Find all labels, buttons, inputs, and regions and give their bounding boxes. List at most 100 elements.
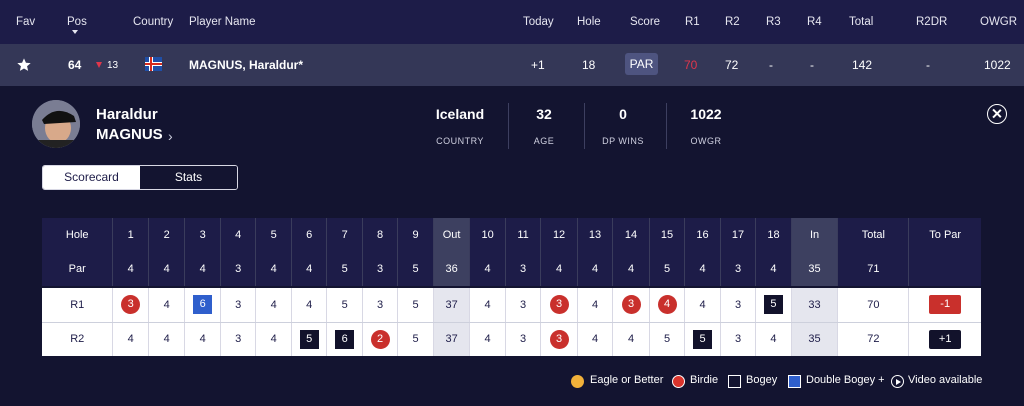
stat-dp-wins: 0 DP WINS [602,106,644,146]
par-value: 5 [397,252,434,286]
col-r4[interactable]: R4 [807,16,822,28]
hole-score: 4 [577,288,614,323]
hole-score: 5 [397,288,434,323]
hole-number: 15 [649,218,686,252]
par-value: 4 [148,252,186,286]
score-value: 37 [445,333,458,346]
par-value: 5 [326,252,363,286]
score-badge: PAR [625,53,658,75]
tab-stats[interactable]: Stats [140,166,237,189]
hole-number: 14 [612,218,650,252]
par-value: 4 [755,252,792,286]
hole-number: 5 [255,218,292,252]
hole-number: 16 [684,218,721,252]
hole-score: 5 [326,288,363,323]
player-row[interactable]: 64 13 MAGNUS, Haraldur* +1 18 70 72 - - … [0,44,1024,86]
hole-score: 6 [326,322,363,356]
hole-number: 8 [362,218,399,252]
score-value: 4 [591,333,599,346]
close-icon[interactable] [987,104,1007,124]
col-r2[interactable]: R2 [725,16,740,28]
legend-bogey: Bogey [746,374,778,386]
col-owgr[interactable]: OWGR [980,16,1018,28]
hole-number: 2 [148,218,186,252]
round-row-r1: R1 3 4 6 3 4 4 5 3 5 37 4 3 3 4 3 4 4 3 5 33 70 -1 [42,288,981,323]
hole-score: 4 [148,322,186,356]
hole-score: 4 [612,322,650,356]
col-r3[interactable]: R3 [766,16,781,28]
player-name-link[interactable]: MAGNUS, Haraldur* [189,58,304,72]
birdie-marker: 3 [549,295,569,315]
birdie-marker: 3 [121,295,141,315]
par-value: 4 [112,252,149,286]
hole-number: 7 [326,218,363,252]
score-value: 3 [235,333,242,346]
video-play-icon [891,375,904,388]
score-value: 4 [270,333,277,346]
col-r2dr[interactable]: R2DR [916,16,948,28]
score-value: 4 [770,333,777,346]
bogey-marker: 5 [299,329,319,349]
hole-score: 3 [720,322,757,356]
hole-score: 3 [505,288,542,323]
row-label: R2 [42,322,114,356]
tab-scorecard[interactable]: Scorecard [43,166,140,189]
score-value: 70 [867,298,880,311]
hole-score: 5 [291,322,328,356]
score-value: 4 [270,298,277,311]
r1-value: 70 [684,58,698,72]
player-last-name[interactable]: MAGNUS [96,126,163,143]
hole-score: 3 [220,288,257,323]
col-r1[interactable]: R1 [685,16,700,28]
hole-number: 11 [505,218,542,252]
birdie-legend-icon [672,375,685,388]
hole-number: 17 [720,218,757,252]
sort-caret-icon[interactable] [72,30,78,34]
hole-number: 18 [755,218,792,252]
double-bogey-legend-icon [788,375,801,388]
score-value: 4 [127,333,134,346]
stat-country: Iceland COUNTRY [435,106,485,146]
hole-score: 4 [148,288,186,323]
tab-bar: Scorecard Stats [42,165,238,190]
hole-score: 37 [433,288,471,323]
col-score[interactable]: Score [630,16,661,28]
hole-score: 4 [184,322,221,356]
score-value: 4 [163,333,170,346]
divider [508,103,509,149]
favorite-star-icon[interactable] [16,57,32,73]
hole-number: To Par [908,218,981,252]
col-pos[interactable]: Pos [67,16,87,28]
score-value: 4 [163,298,170,311]
par-value: 3 [505,252,542,286]
par-row: Par 4 4 4 3 4 4 5 3 5 36 4 3 4 4 4 5 4 3 4 35 71 [42,252,981,286]
row-label: Hole [42,218,114,252]
hole-number: In [791,218,839,252]
hole-value: 18 [582,58,596,72]
score-value: 5 [412,298,419,311]
score-value: 4 [306,298,313,311]
hole-score: 72 [837,322,910,356]
par-value: 4 [255,252,292,286]
par-value: 4 [184,252,221,286]
par-value: 3 [362,252,399,286]
hole-score: 33 [791,288,839,323]
col-total[interactable]: Total [849,16,874,28]
col-hole[interactable]: Hole [577,16,601,28]
to-par-badge: +1 [929,329,962,349]
score-value: 3 [377,298,384,311]
hole-score: 35 [791,322,839,356]
col-player-name[interactable]: Player Name [189,16,256,28]
hole-score: 3 [612,288,650,323]
legend-eagle: Eagle or Better [590,374,664,386]
hole-number: 13 [577,218,614,252]
dbogey-marker: 6 [193,295,213,315]
hole-score: 3 [505,322,542,356]
chevron-right-icon[interactable]: › [168,128,173,144]
bogey-marker: 5 [693,329,713,349]
col-today[interactable]: Today [523,16,554,28]
hole-score: 4 [291,288,328,323]
hole-score: 70 [837,288,910,323]
score-value: 4 [484,298,491,311]
col-country[interactable]: Country [133,16,174,28]
